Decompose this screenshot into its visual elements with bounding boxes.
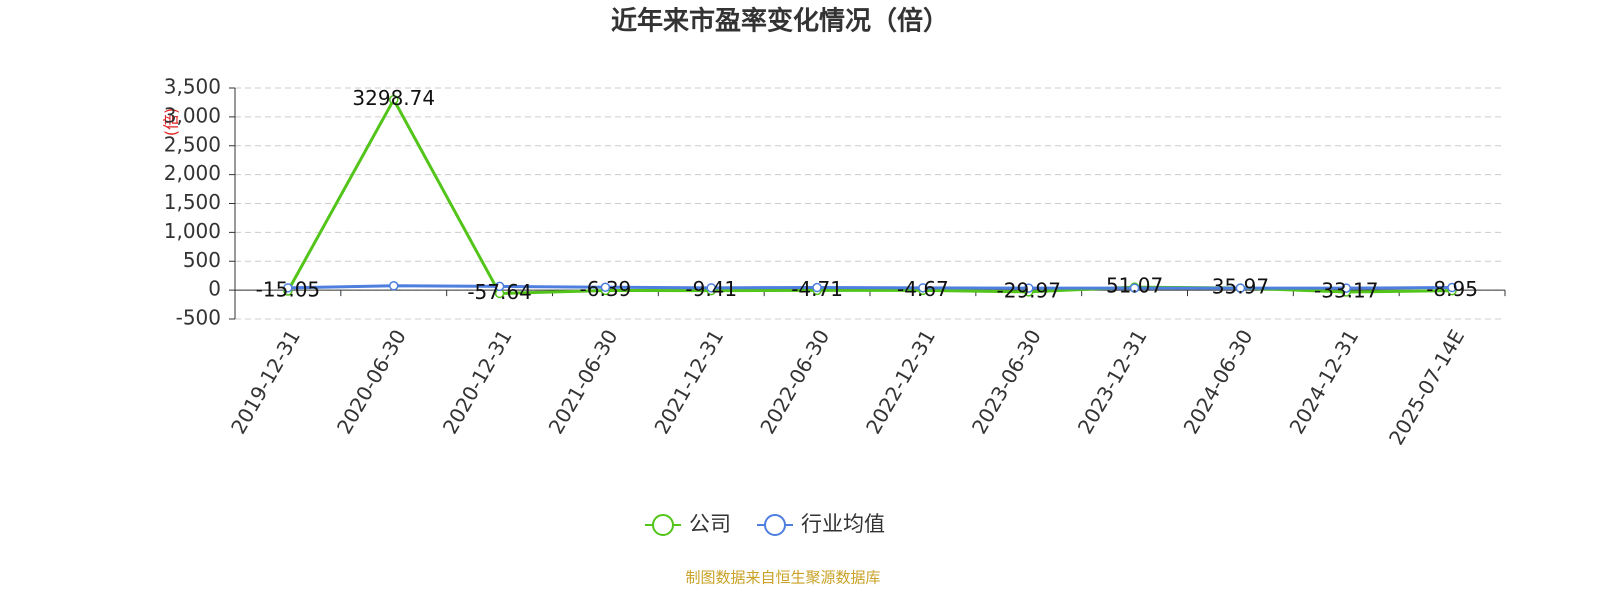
data-label: -9.41 <box>685 277 737 301</box>
data-point <box>1235 283 1246 293</box>
data-point <box>706 283 716 293</box>
x-tick-label: 2020-06-30 <box>332 325 411 438</box>
x-tick-label: 2021-12-31 <box>649 325 728 438</box>
data-label: -33.17 <box>1314 279 1378 303</box>
data-label: 35.97 <box>1212 275 1269 299</box>
y-tick-label: 2,500 <box>164 132 221 156</box>
x-tick-label: 2024-06-30 <box>1179 325 1258 438</box>
data-point <box>494 281 505 292</box>
y-axis-label: (倍) <box>162 108 181 137</box>
y-tick-label: 2,000 <box>164 161 221 185</box>
x-tick-label: 2022-06-30 <box>755 325 834 438</box>
x-tick-label: 2020-12-31 <box>438 325 517 438</box>
data-point <box>600 282 611 292</box>
series-line <box>286 96 1453 295</box>
x-tick-label: 2024-12-31 <box>1284 325 1363 438</box>
y-tick-label: 3,500 <box>164 75 221 99</box>
legend-marker <box>764 514 786 536</box>
data-point <box>1129 283 1140 293</box>
chart-title: 近年来市盈率变化情况（倍） <box>611 6 949 37</box>
data-point <box>283 283 293 293</box>
data-point <box>1024 283 1034 293</box>
y-tick-label: 3,000 <box>164 103 221 127</box>
x-tick-label: 2023-06-30 <box>967 325 1046 438</box>
data-label: -15.05 <box>256 277 320 301</box>
data-point <box>918 283 928 293</box>
x-tick-label: 2022-12-31 <box>861 325 940 438</box>
series-line <box>287 284 1453 290</box>
data-label: -8.95 <box>1426 277 1478 301</box>
x-tick-label: 2023-12-31 <box>1073 325 1152 438</box>
y-tick-label: 1,500 <box>164 190 221 214</box>
data-point <box>389 94 399 105</box>
data-label: -29.97 <box>997 278 1061 302</box>
x-tick-label: 2025-07-14E <box>1384 325 1469 449</box>
data-point <box>812 282 822 293</box>
legend-marker <box>652 514 674 536</box>
data-label: 51.07 <box>1106 274 1163 298</box>
data-point <box>1447 282 1457 293</box>
y-tick-label: 1,000 <box>164 219 221 243</box>
data-label: -4.71 <box>791 277 843 301</box>
data-point <box>1341 283 1351 293</box>
legend-label: 行业均值 <box>801 512 885 536</box>
legend-label: 公司 <box>689 512 731 536</box>
y-tick-label: -500 <box>176 306 221 330</box>
data-label: -6.39 <box>580 277 632 301</box>
y-tick-label: 500 <box>183 248 221 272</box>
data-label: 3298.74 <box>352 86 435 110</box>
data-label: -57.64 <box>467 280 531 304</box>
x-tick-label: 2019-12-31 <box>226 325 305 438</box>
data-point <box>389 281 399 291</box>
y-tick-label: 0 <box>208 277 221 301</box>
source: 制图数据来自恒生聚源数据库 <box>685 569 880 587</box>
x-tick-label: 2021-06-30 <box>544 325 623 438</box>
data-label: -4.67 <box>897 277 949 301</box>
